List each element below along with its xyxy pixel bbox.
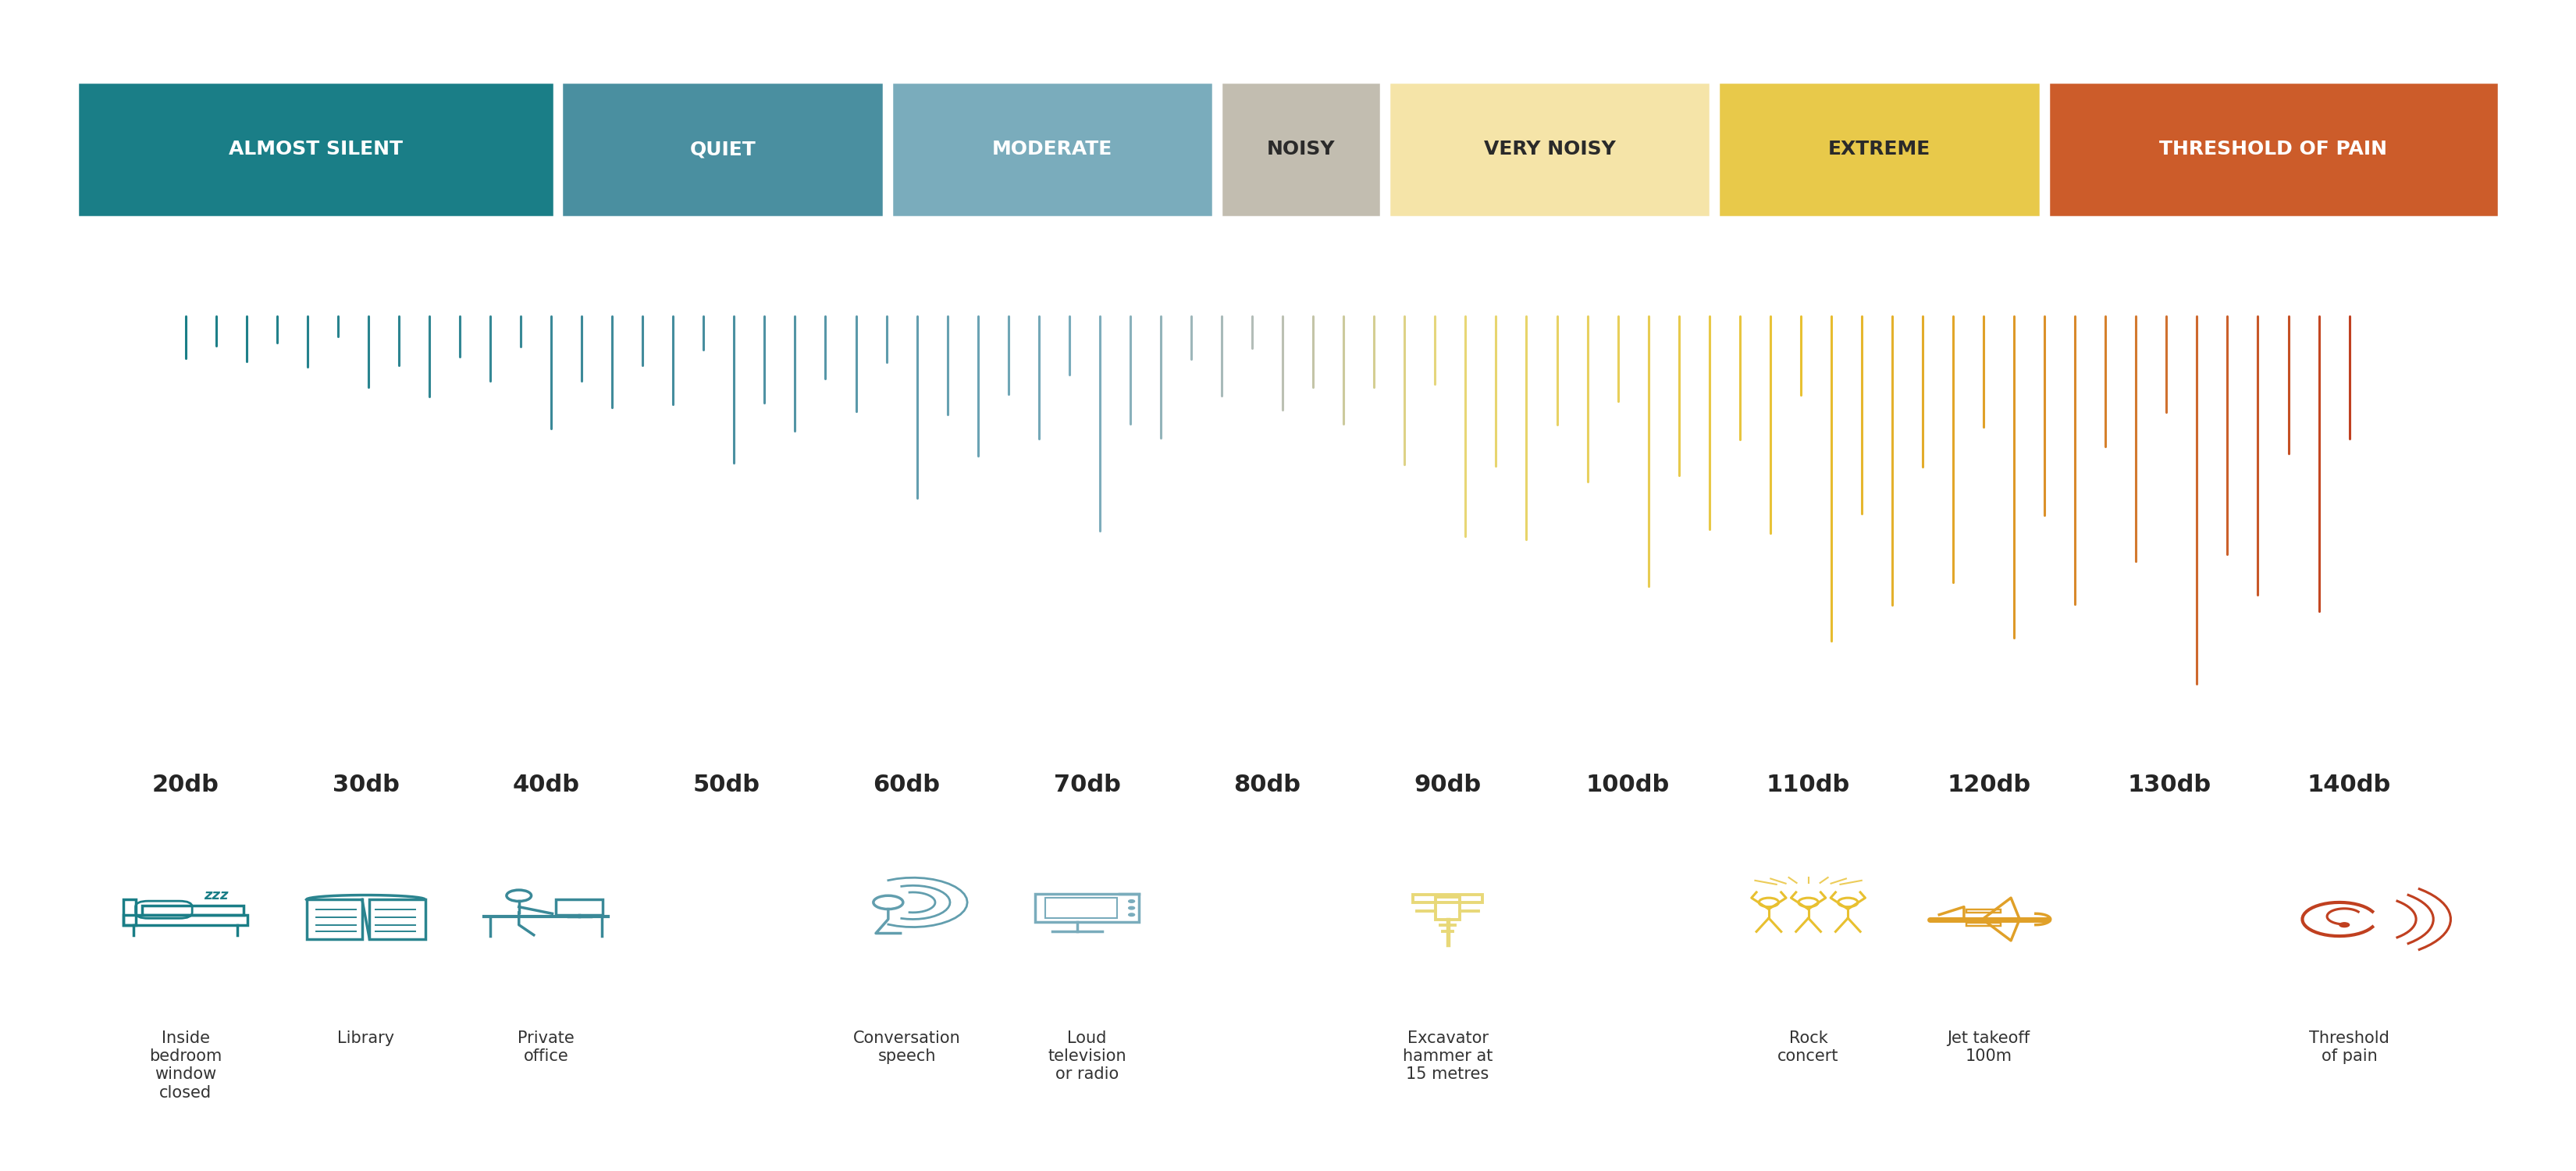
Text: Excavator
hammer at
15 metres: Excavator hammer at 15 metres	[1404, 1030, 1492, 1082]
Bar	[124, 899, 137, 925]
Text: EXTREME: EXTREME	[1829, 141, 1929, 159]
Text: 50db: 50db	[693, 773, 760, 796]
Circle shape	[1128, 906, 1133, 910]
Text: 120db: 120db	[1947, 773, 2030, 796]
Text: 70db: 70db	[1054, 773, 1121, 796]
Bar	[1046, 898, 1118, 918]
Text: Rock
concert: Rock concert	[1777, 1030, 1839, 1064]
Text: 40db: 40db	[513, 773, 580, 796]
Text: 90db: 90db	[1414, 773, 1481, 796]
Text: 100db: 100db	[1587, 773, 1669, 796]
Text: Threshold
of pain: Threshold of pain	[2308, 1030, 2391, 1064]
Bar	[1718, 82, 2040, 217]
Text: 140db: 140db	[2308, 773, 2391, 796]
Bar	[142, 905, 245, 915]
Text: 60db: 60db	[873, 773, 940, 796]
Text: Jet takeoff
100m: Jet takeoff 100m	[1947, 1030, 2030, 1064]
Text: 130db: 130db	[2128, 773, 2210, 796]
Text: 80db: 80db	[1234, 773, 1301, 796]
Text: zzz: zzz	[204, 889, 229, 903]
Bar	[562, 82, 884, 217]
Bar	[307, 899, 363, 939]
Text: NOISY: NOISY	[1267, 141, 1334, 159]
Text: Inside
bedroom
window
closed: Inside bedroom window closed	[149, 1030, 222, 1101]
Text: MODERATE: MODERATE	[992, 141, 1113, 159]
Text: Conversation
speech: Conversation speech	[853, 1030, 961, 1064]
Text: VERY NOISY: VERY NOISY	[1484, 141, 1615, 159]
Text: QUIET: QUIET	[690, 141, 755, 159]
Text: Library: Library	[337, 1030, 394, 1046]
Bar	[1036, 893, 1139, 922]
Bar	[2048, 82, 2499, 217]
Text: Loud
television
or radio: Loud television or radio	[1048, 1030, 1126, 1082]
Bar	[368, 899, 425, 939]
Bar	[556, 899, 603, 915]
Bar	[1414, 895, 1481, 903]
Bar	[1221, 82, 1381, 217]
Text: THRESHOLD OF PAIN: THRESHOLD OF PAIN	[2159, 141, 2388, 159]
Bar	[1965, 923, 2002, 926]
Text: 20db: 20db	[152, 773, 219, 796]
Bar	[1388, 82, 1710, 217]
Bar	[891, 82, 1213, 217]
Text: 110db: 110db	[1767, 773, 1850, 796]
Bar	[1435, 897, 1461, 919]
Text: 30db: 30db	[332, 773, 399, 796]
Bar	[1965, 909, 2002, 912]
Circle shape	[1128, 899, 1133, 903]
Circle shape	[2339, 923, 2349, 927]
Text: Private
office: Private office	[518, 1030, 574, 1064]
Text: ALMOST SILENT: ALMOST SILENT	[229, 141, 402, 159]
Bar	[77, 82, 554, 217]
Bar	[124, 915, 247, 925]
Circle shape	[1128, 913, 1133, 916]
